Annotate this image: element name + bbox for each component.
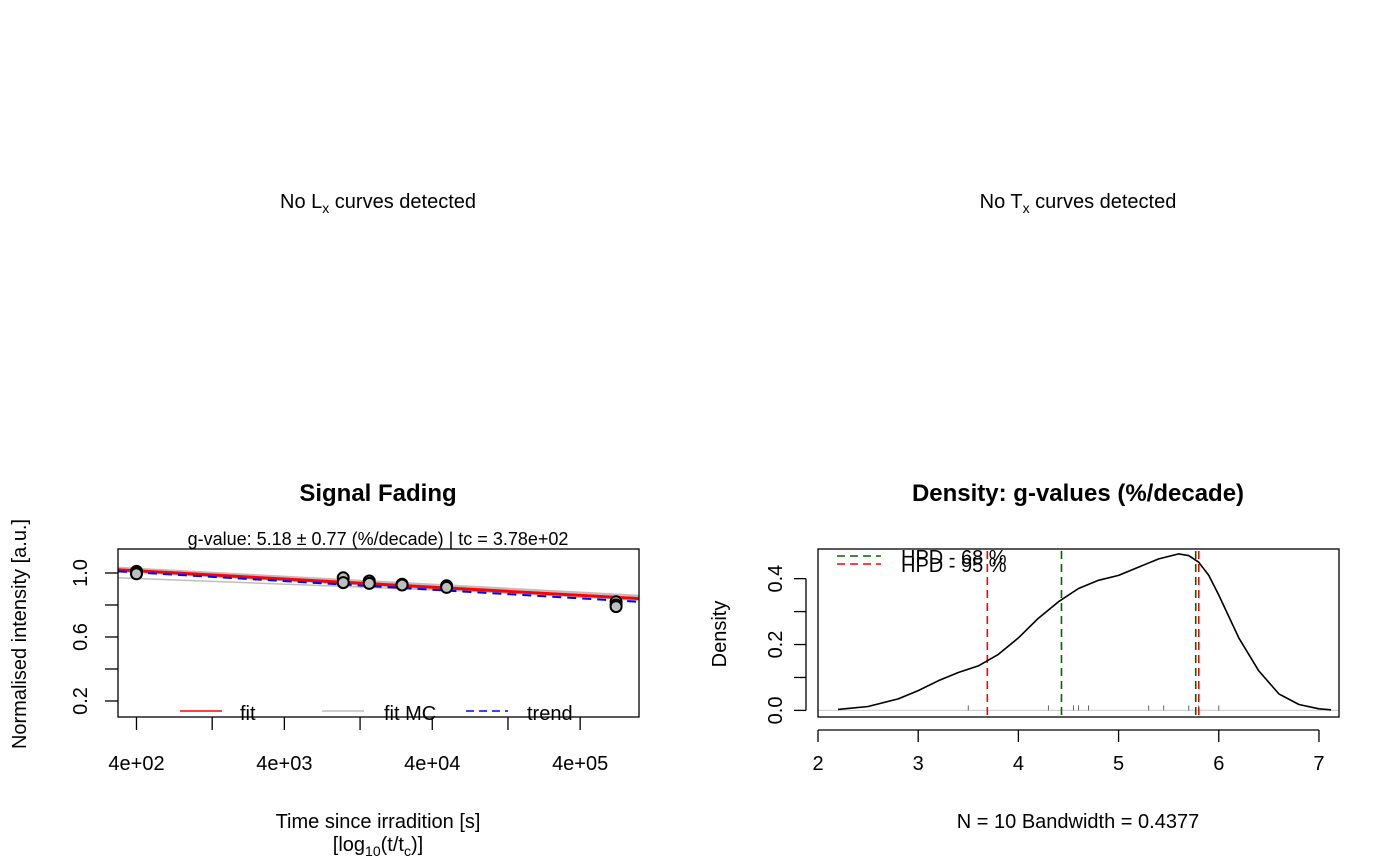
trend-line bbox=[117, 570, 640, 603]
y-tick-label: 1.0 bbox=[70, 559, 92, 587]
signal-fading-chart: Signal Fading g-value: 5.18 ± 0.77 (%/de… bbox=[9, 480, 640, 859]
y-axis-label: Normalised intensity [a.u.] bbox=[9, 519, 31, 749]
plot-frame bbox=[117, 548, 640, 718]
density-chart: Density: g-values (%/decade) 2 3 4 5 6 7 0.0 0.… bbox=[709, 480, 1340, 833]
legend-label-fit-mc: fit MC bbox=[384, 703, 436, 725]
y-tick-label: 0.2 bbox=[765, 631, 787, 659]
data-point bbox=[609, 600, 623, 614]
x-tick-label: 7 bbox=[1313, 753, 1324, 775]
data-point bbox=[362, 576, 376, 590]
legend-label-hpd-95: HPD - 95 % bbox=[901, 555, 1007, 577]
y-tick-label: 0.0 bbox=[765, 697, 787, 725]
legend: fit fit MC trend bbox=[180, 703, 573, 725]
x-tick-label: 4 bbox=[1013, 753, 1024, 775]
data-point bbox=[336, 576, 350, 590]
data-point bbox=[440, 580, 454, 594]
tx-message: No Tx curves detected bbox=[980, 191, 1177, 216]
plot-area: 4e+02 4e+03 4e+04 4e+05 1.0 0.6 0.2 bbox=[70, 559, 640, 775]
data-point bbox=[395, 578, 409, 592]
fit-mc-line bbox=[117, 566, 640, 597]
legend: HPD - 68 % HPD - 95 % bbox=[837, 547, 1007, 577]
y-tick-label: 0.4 bbox=[765, 565, 787, 593]
data-point bbox=[129, 567, 143, 581]
legend-label-fit: fit bbox=[240, 703, 256, 725]
plot-frame bbox=[817, 548, 1340, 718]
lx-message: No Lx curves detected bbox=[280, 191, 476, 216]
y-axis-label: Density bbox=[709, 601, 731, 668]
x-tick-label: 3 bbox=[913, 753, 924, 775]
x-tick-label: 4e+02 bbox=[108, 753, 164, 775]
x-tick-label: 6 bbox=[1213, 753, 1224, 775]
chart-title: Signal Fading bbox=[299, 480, 456, 507]
legend-label-trend: trend bbox=[527, 703, 573, 725]
x-axis-label-2: [log10(t/tc)] bbox=[333, 834, 423, 859]
plot-area: 2 3 4 5 6 7 0.0 0.2 0.4 bbox=[765, 551, 1339, 775]
x-tick-label: 4e+05 bbox=[552, 753, 608, 775]
x-tick-label: 5 bbox=[1113, 753, 1124, 775]
x-axis-label: Time since irradition [s] bbox=[276, 811, 481, 833]
legend-label-hpd-68: HPD - 68 % bbox=[901, 547, 1007, 569]
x-tick-label: 4e+04 bbox=[404, 753, 460, 775]
y-tick-label: 0.2 bbox=[70, 687, 92, 715]
chart-subtitle: g-value: 5.18 ± 0.77 (%/decade) | tc = 3… bbox=[188, 529, 569, 549]
y-tick-label: 0.6 bbox=[70, 623, 92, 651]
fit-mc-line bbox=[117, 567, 640, 597]
x-tick-label: 4e+03 bbox=[256, 753, 312, 775]
fit-line bbox=[117, 568, 640, 601]
x-tick-label: 2 bbox=[812, 753, 823, 775]
chart-title: Density: g-values (%/decade) bbox=[912, 480, 1244, 507]
x-axis-label: N = 10 Bandwidth = 0.4377 bbox=[957, 811, 1199, 833]
density-curve bbox=[837, 553, 1332, 711]
